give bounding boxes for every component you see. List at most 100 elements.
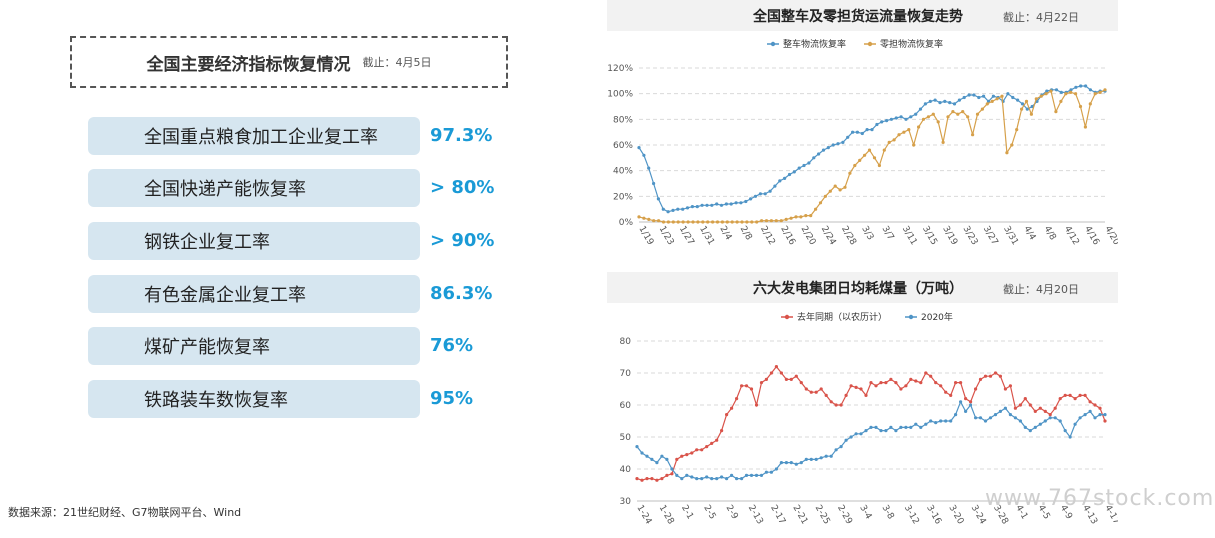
data-point (974, 387, 978, 391)
data-point (652, 181, 656, 186)
y-tick-label: 60% (613, 141, 633, 151)
data-point (676, 220, 680, 224)
data-point (995, 97, 999, 101)
data-point (720, 429, 724, 433)
data-point (928, 99, 932, 103)
data-point (1103, 419, 1107, 423)
data-point (819, 456, 823, 460)
data-point (921, 117, 926, 121)
data-point (914, 379, 918, 383)
data-point (797, 166, 801, 170)
legend-marker (784, 314, 790, 320)
data-point (948, 101, 952, 105)
data-point (1058, 397, 1062, 401)
data-point (860, 131, 864, 136)
data-point (993, 371, 998, 375)
data-point (1103, 88, 1107, 92)
series-line (636, 400, 1105, 480)
data-point (924, 371, 928, 375)
data-point (661, 220, 666, 224)
data-point (753, 194, 758, 198)
data-point (1020, 102, 1025, 106)
x-tick-label: 3/31 (1001, 225, 1020, 248)
data-point (1053, 406, 1057, 410)
kpi-label: 全国快递产能恢复率 (88, 169, 420, 207)
data-point (1048, 416, 1052, 420)
data-point (724, 202, 728, 206)
data-point (802, 163, 806, 168)
data-point (1053, 416, 1057, 420)
kpi-row: 有色金属企业复工率 86.3% (88, 275, 508, 313)
data-point (962, 95, 966, 100)
data-point (706, 220, 710, 224)
data-point (1018, 403, 1022, 407)
data-point (1088, 88, 1092, 92)
data-point (853, 163, 857, 168)
data-point (1064, 92, 1068, 96)
data-point (998, 409, 1002, 413)
data-point (964, 409, 968, 413)
data-point (660, 477, 664, 481)
data-point (1063, 429, 1067, 433)
x-tick-label: 2-9 (724, 504, 740, 522)
data-point (1083, 125, 1087, 129)
data-point (841, 140, 845, 144)
data-point (701, 220, 705, 224)
data-point (1088, 400, 1092, 404)
data-point (794, 374, 798, 378)
data-point (831, 143, 835, 147)
data-point (700, 477, 704, 481)
data-point (874, 384, 878, 388)
x-tick-label: 3/11 (900, 225, 919, 248)
data-point (734, 201, 738, 205)
data-point (809, 457, 813, 461)
x-tick-label: 2/12 (758, 225, 777, 248)
data-point (923, 102, 927, 106)
data-point (929, 374, 933, 378)
data-point (1008, 384, 1012, 388)
data-point (763, 192, 767, 196)
data-point (719, 203, 724, 207)
data-point (740, 220, 744, 224)
data-point (787, 172, 792, 177)
data-point (834, 448, 838, 452)
legend-label: 整车物流恢复率 (783, 38, 846, 50)
data-point (1023, 425, 1027, 429)
data-point (1093, 403, 1097, 407)
data-point (754, 403, 759, 407)
data-point (690, 205, 694, 209)
data-point (882, 148, 886, 152)
data-point (645, 477, 649, 481)
y-tick-label: 40 (620, 465, 632, 475)
data-point (807, 161, 811, 165)
kpi-value: 76% (430, 335, 474, 356)
data-point (1054, 110, 1058, 114)
data-point (642, 216, 646, 220)
data-point (769, 470, 773, 474)
data-point (964, 397, 968, 401)
data-point (1084, 84, 1088, 88)
data-point (919, 425, 923, 429)
data-point (665, 457, 669, 461)
data-point (993, 413, 998, 417)
coal-chart: 去年同期（以农历计） 2020年 30 40 50 60 70 80 1-24 1-28 2-1 2-… (620, 311, 1118, 526)
data-point (985, 102, 989, 106)
data-point (821, 148, 826, 152)
data-point (700, 448, 704, 452)
data-point (844, 438, 848, 442)
data-point (739, 201, 743, 205)
data-point (1013, 416, 1017, 420)
data-point (1028, 429, 1032, 433)
data-point (849, 435, 853, 439)
data-point (824, 454, 828, 458)
data-point (951, 110, 955, 114)
data-point (975, 112, 980, 116)
data-point (1054, 88, 1059, 92)
data-point (1074, 92, 1078, 96)
data-point (681, 207, 685, 211)
data-point (1018, 419, 1022, 423)
data-point (735, 477, 739, 481)
data-point (792, 170, 796, 174)
data-point (834, 403, 838, 407)
y-tick-label: 40% (613, 167, 633, 177)
